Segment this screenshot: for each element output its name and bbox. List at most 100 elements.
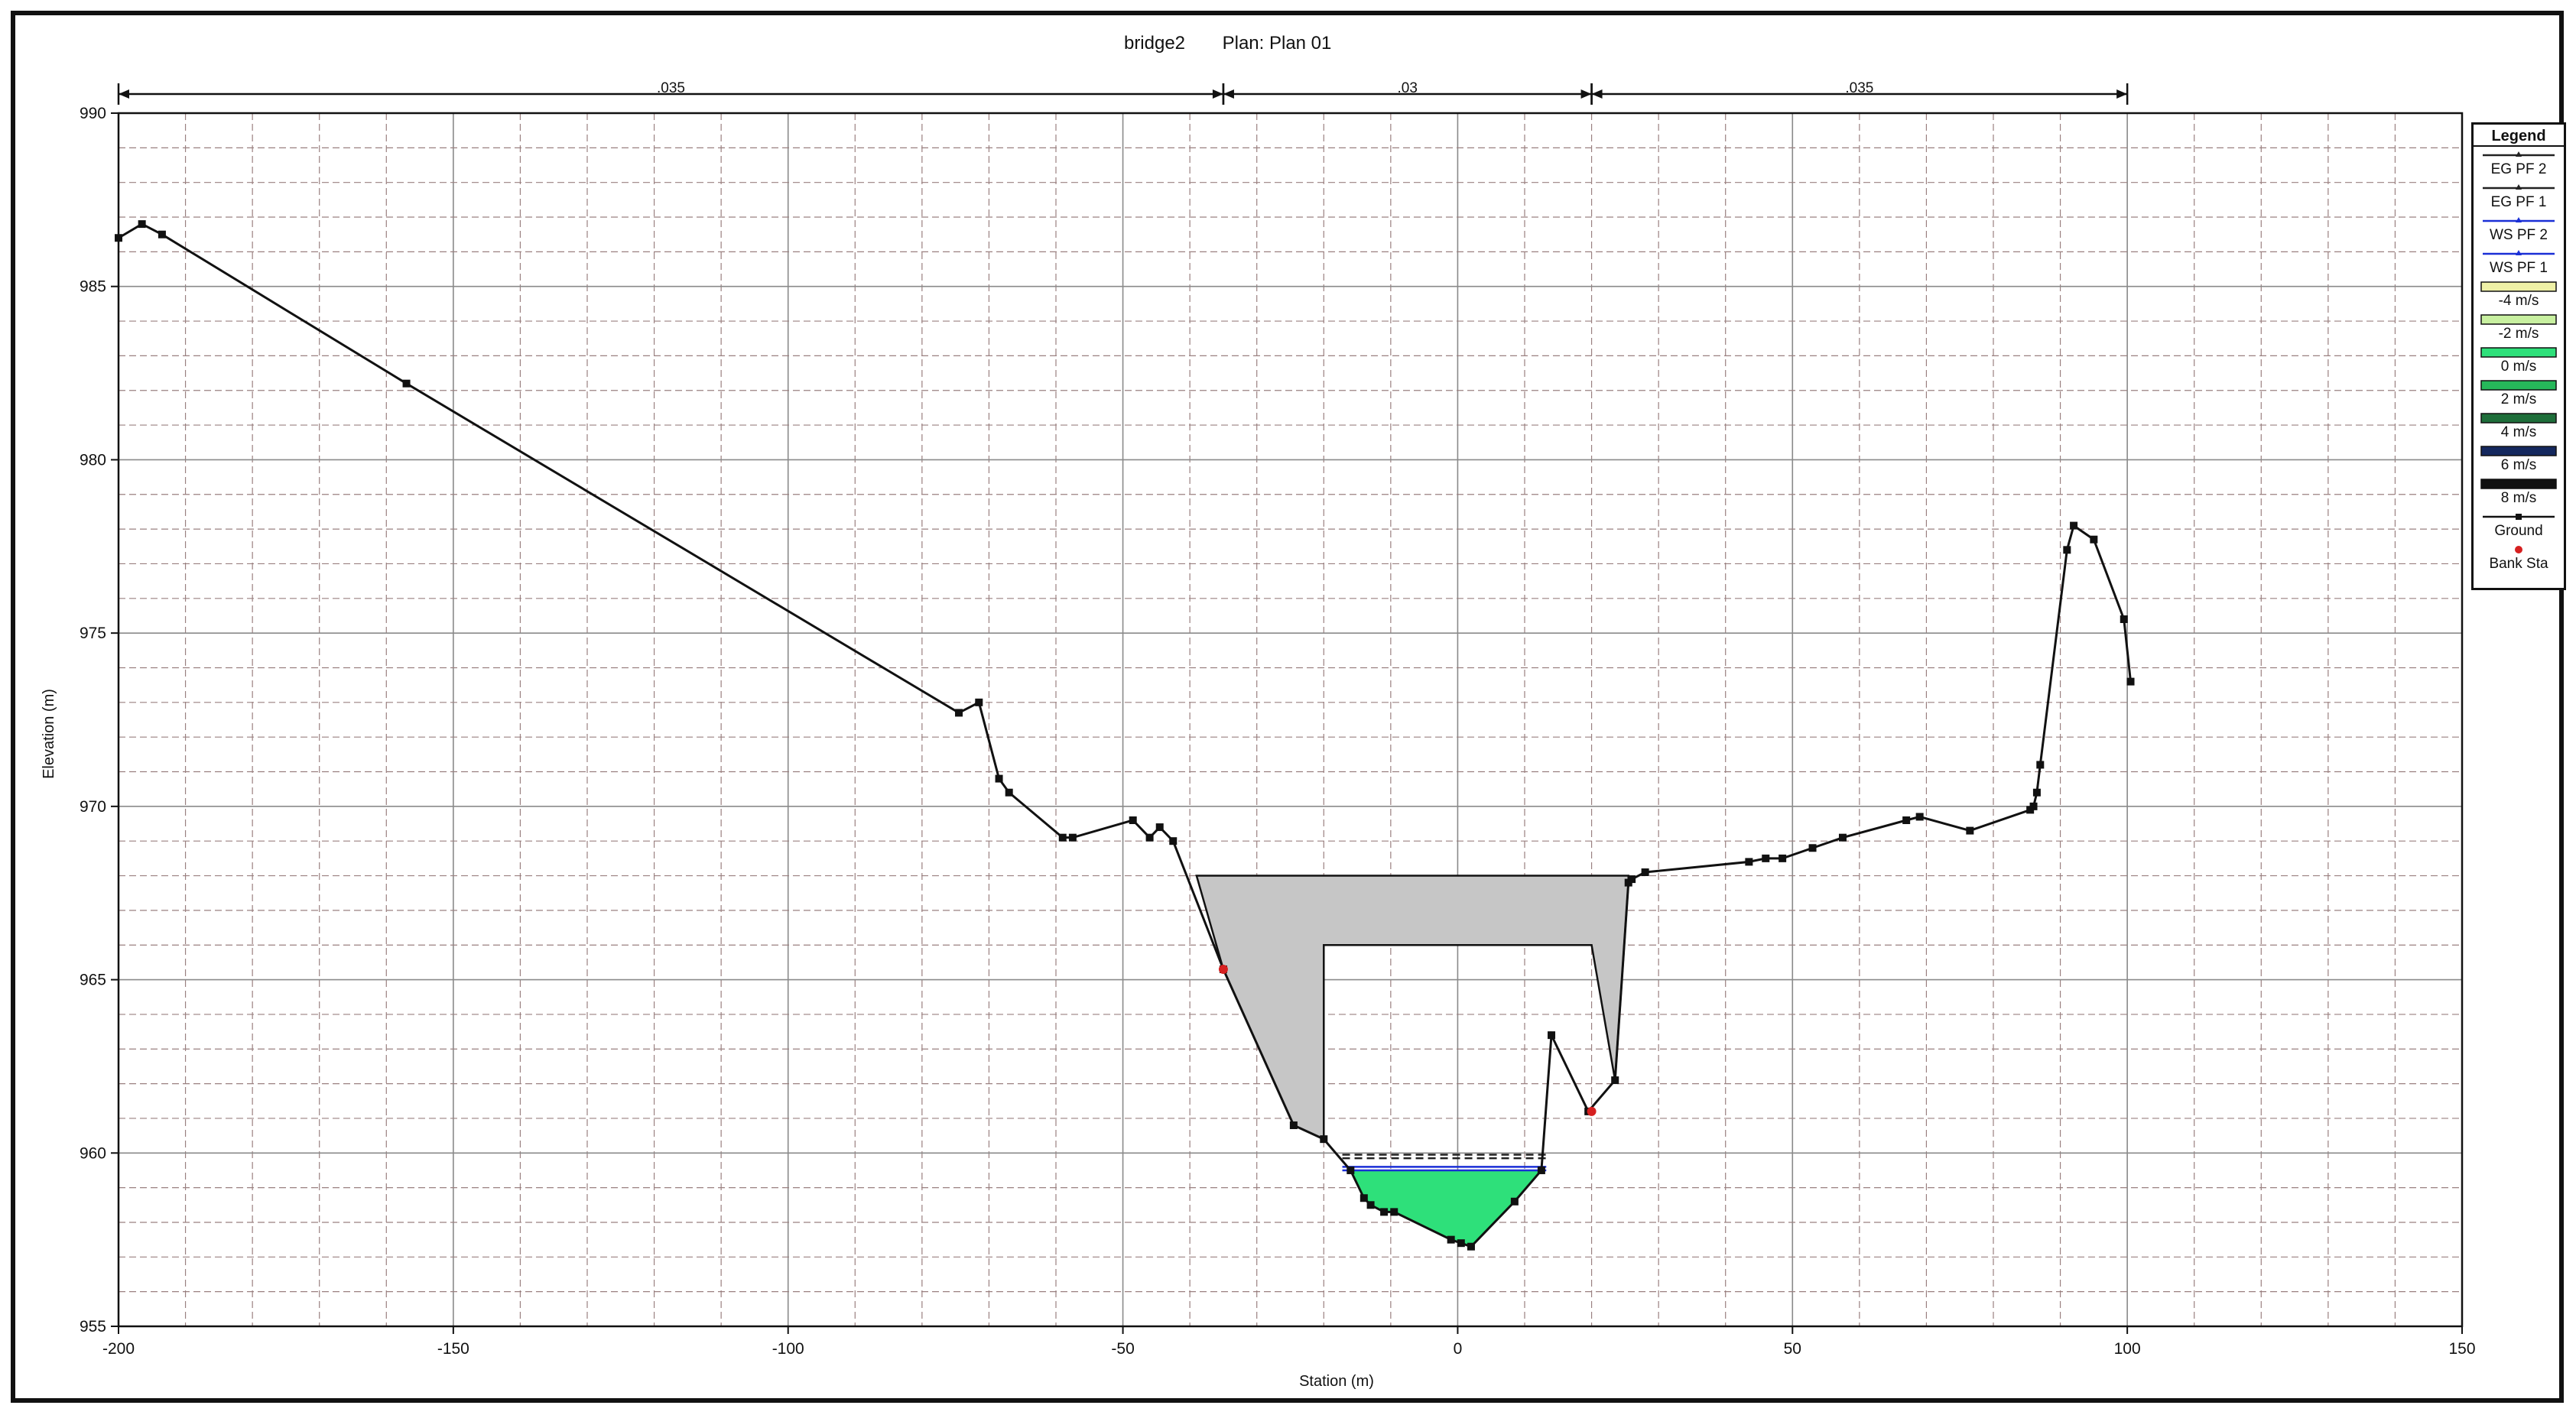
legend-label: WS PF 2	[2490, 227, 2548, 243]
bridge-deck	[1195, 875, 1629, 1141]
ground-point	[1346, 1166, 1355, 1174]
ground-point	[158, 230, 166, 239]
chart-frame: bridge2 Plan: Plan 01 .035 .03 .035 -200 -1…	[11, 11, 2566, 1403]
ground-point	[2126, 677, 2135, 686]
ground-point	[1058, 833, 1067, 842]
legend-label: EG PF 1	[2491, 194, 2547, 210]
ground-point	[1155, 823, 1164, 832]
ground-point	[1510, 1197, 1519, 1206]
y-tick-label: 955	[80, 1318, 106, 1335]
legend-label: Bank Sta	[2489, 556, 2548, 572]
ground-point	[1628, 875, 1636, 884]
legend-label: WS PF 1	[2490, 260, 2548, 276]
legend-marker	[2516, 217, 2522, 222]
legend-item: Ground	[2483, 514, 2555, 539]
ground-point	[1467, 1242, 1475, 1251]
x-axis-label: Station (m)	[1299, 1373, 1374, 1390]
legend-item: 6 m/s	[2480, 446, 2557, 473]
ground-point	[1745, 858, 1753, 866]
legend-marker	[2516, 151, 2522, 157]
ground-point	[1762, 854, 1770, 862]
y-tick-label: 985	[80, 278, 106, 296]
ground-point	[1129, 816, 1137, 824]
legend-label: 2 m/s	[2501, 391, 2536, 407]
y-tick-label: 970	[80, 798, 106, 816]
legend-label: 0 m/s	[2501, 359, 2536, 375]
manning-n-arrow	[1223, 89, 1234, 99]
ground-point	[1289, 1121, 1298, 1130]
legend-swatch	[2480, 413, 2557, 424]
ground-point	[1366, 1201, 1375, 1209]
ground-point	[2032, 788, 2041, 797]
y-tick-label: 980	[80, 451, 106, 469]
y-tick-label: 990	[80, 105, 106, 122]
y-axis-ticks: 955 960 965 970 975 980 985 990	[80, 105, 119, 1335]
ground-point	[2070, 521, 2078, 530]
ground-point	[1359, 1194, 1368, 1202]
x-tick-label: 100	[2114, 1340, 2141, 1358]
grid	[118, 112, 2463, 1327]
manning-n-bar: .035 .03 .035	[117, 80, 2129, 105]
y-tick-label: 965	[80, 972, 106, 989]
ground-point	[1779, 854, 1787, 862]
manning-n-arrow	[1591, 89, 1603, 99]
legend-swatch	[2480, 479, 2557, 489]
ground-line	[118, 222, 2133, 1248]
ground-point	[1808, 844, 1817, 852]
flow-area	[1342, 1154, 1547, 1247]
manning-n-arrow	[1212, 89, 1223, 99]
legend-marker	[2516, 514, 2522, 520]
ground-point	[1320, 1135, 1328, 1144]
manning-n-arrow	[2116, 89, 2128, 99]
ground-point	[1537, 1166, 1545, 1174]
legend-title: Legend	[2491, 128, 2545, 144]
legend-item: Bank Sta	[2489, 546, 2548, 572]
legend-swatch	[2480, 347, 2557, 358]
y-tick-label: 975	[80, 625, 106, 642]
legend-label: 8 m/s	[2501, 490, 2536, 506]
manning-n-arrow	[119, 89, 129, 99]
x-tick-label: 0	[1454, 1340, 1463, 1358]
legend-item: 4 m/s	[2480, 413, 2557, 440]
legend-label: 6 m/s	[2501, 457, 2536, 473]
x-tick-label: 50	[1784, 1340, 1801, 1358]
bridge-deck-shape	[1195, 875, 1629, 1141]
ground-point	[1966, 826, 1974, 835]
ground-point	[1390, 1208, 1398, 1216]
bank-stations	[1218, 964, 1597, 1116]
legend-marker	[2516, 184, 2522, 190]
bank-station-marker	[1218, 964, 1228, 974]
x-axis-ticks: -200 -150 -100 -50 0 50 100 150	[102, 1326, 2476, 1358]
x-tick-label: -200	[102, 1340, 135, 1358]
ground-point	[1145, 833, 1154, 842]
ground-point	[138, 220, 146, 229]
ground-point	[2036, 761, 2045, 769]
legend-label: EG PF 2	[2491, 161, 2547, 177]
legend-swatch	[2480, 281, 2557, 292]
ground-point	[995, 774, 1003, 783]
ground-point	[975, 698, 983, 706]
ground-point	[2120, 615, 2128, 624]
legend-items: EG PF 2 EG PF 1 WS PF 2 WS PF 1 -4 m/s -2 m/s…	[2480, 151, 2557, 572]
y-tick-label: 960	[80, 1144, 106, 1162]
legend-item: 8 m/s	[2480, 479, 2557, 506]
legend-swatch	[2515, 546, 2522, 553]
legend-swatch	[2480, 446, 2557, 456]
ground-point	[1447, 1235, 1455, 1244]
legend-label: -2 m/s	[2499, 326, 2539, 342]
ground-point	[1457, 1239, 1465, 1248]
ground-point	[2090, 535, 2098, 544]
ground-point	[1169, 837, 1178, 845]
chart-subtitle: Plan: Plan 01	[1223, 33, 1332, 54]
ground-point	[1068, 833, 1077, 842]
ground-point	[1611, 1076, 1619, 1085]
y-axis-label: Elevation (m)	[41, 689, 57, 779]
legend-item: -2 m/s	[2480, 314, 2557, 342]
plot-area-border	[117, 112, 2464, 1328]
cross-section-chart: bridge2 Plan: Plan 01 .035 .03 .035 -200 -1…	[41, 33, 2476, 1390]
ground-point	[1005, 788, 1013, 797]
manning-n-label: .03	[1398, 80, 1418, 96]
ground-point	[1838, 833, 1847, 842]
ground-point	[1915, 813, 1924, 821]
manning-n-label: .035	[657, 80, 685, 96]
